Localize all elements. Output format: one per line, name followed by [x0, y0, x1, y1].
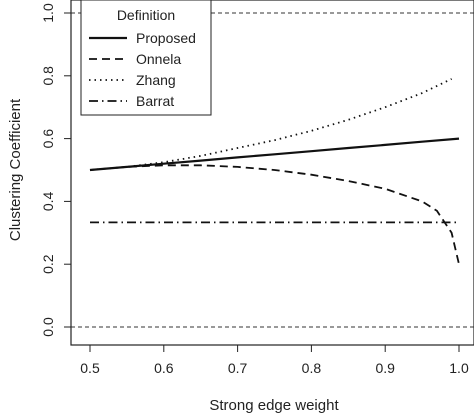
x-tick-label: 0.9 — [375, 360, 395, 376]
legend-label-barrat: Barrat — [136, 93, 174, 109]
y-tick-label: 0.0 — [40, 317, 56, 337]
x-axis-title: Strong edge weight — [209, 397, 339, 414]
y-tick-label: 0.8 — [40, 66, 56, 86]
y-tick-label: 0.2 — [40, 254, 56, 274]
x-tick-label: 0.8 — [302, 360, 322, 376]
x-axis: 0.5 0.6 0.7 0.8 0.9 1.0 — [80, 344, 469, 376]
x-tick-label: 0.6 — [154, 360, 174, 376]
series-line-onnela — [89, 164, 460, 265]
y-tick-label: 0.6 — [40, 129, 56, 149]
x-tick-label: 0.7 — [228, 360, 248, 376]
legend-title: Definition — [117, 7, 175, 23]
x-tick-label: 1.0 — [449, 360, 469, 376]
x-tick-label: 0.5 — [80, 360, 100, 376]
y-tick-label: 1.0 — [40, 3, 56, 23]
y-axis: 0.0 0.2 0.4 0.6 0.8 1.0 — [40, 3, 72, 337]
y-tick-label: 0.4 — [40, 191, 56, 211]
legend-label-onnela: Onnela — [136, 51, 181, 67]
series-line-zhang — [89, 78, 452, 171]
series-line-proposed — [89, 137, 460, 172]
legend-label-proposed: Proposed — [136, 30, 196, 46]
legend-box — [80, 0, 212, 116]
y-axis-title: Clustering Coefficient — [7, 98, 24, 241]
legend: Definition Proposed Onnela Zhang Barrat — [80, 0, 212, 116]
legend-label-zhang: Zhang — [136, 72, 176, 88]
